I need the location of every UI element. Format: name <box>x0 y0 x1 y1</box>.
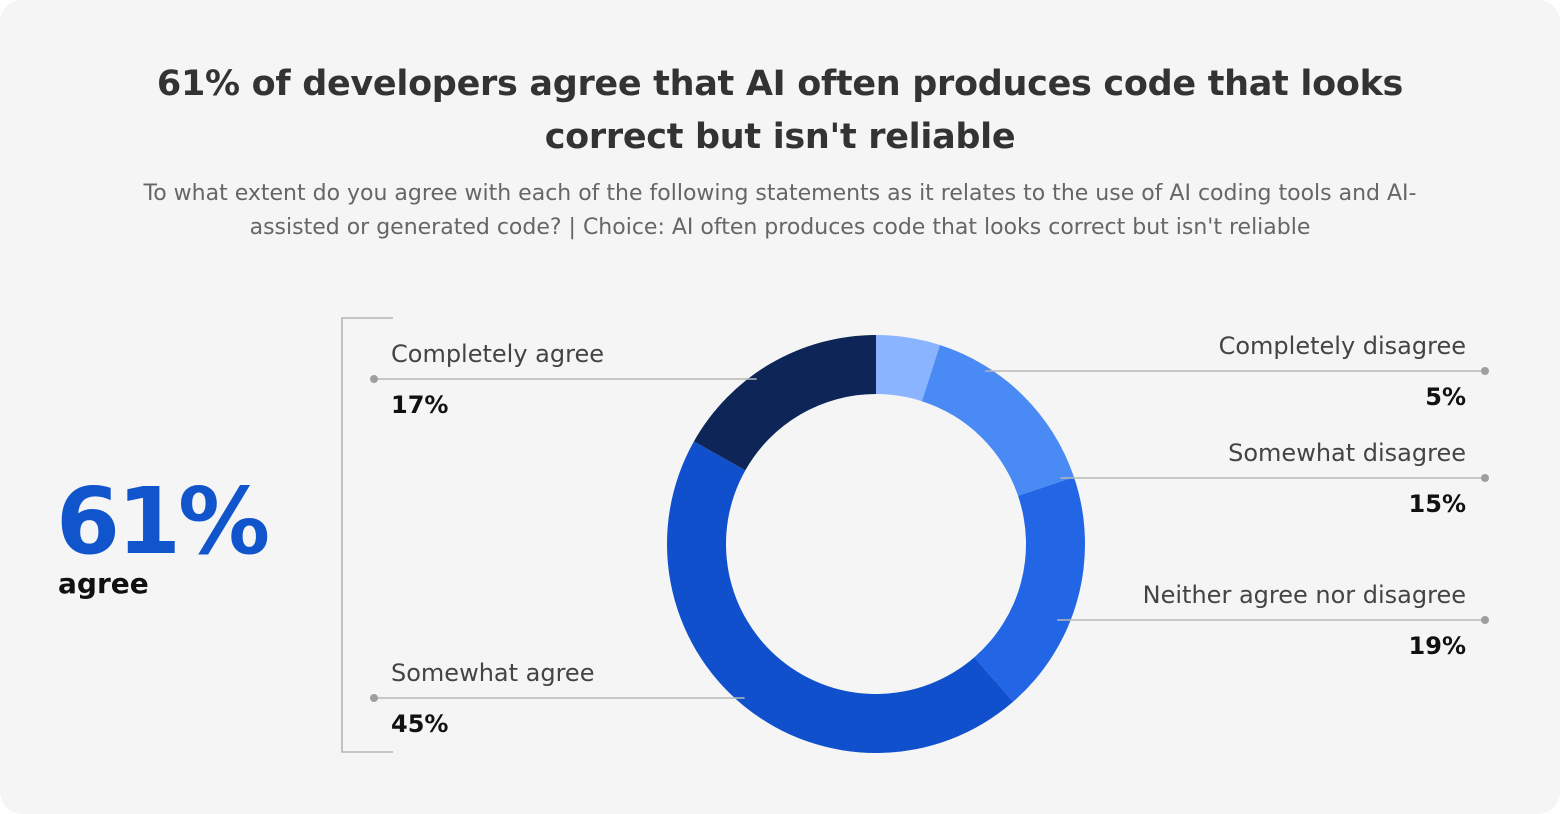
label-somewhat-agree: Somewhat agree <box>391 659 594 687</box>
label-completely-disagree: Completely disagree <box>1219 332 1466 360</box>
slice-neither-agree-nor-disagree <box>974 476 1085 702</box>
slice-somewhat-disagree <box>921 345 1074 496</box>
donut-slices <box>667 335 1085 753</box>
value-neither-agree-nor-disagree: 19% <box>1409 632 1466 660</box>
label-completely-agree: Completely agree <box>391 340 604 368</box>
leader-dot-completely-agree <box>370 375 378 383</box>
leader-lines <box>370 367 1489 702</box>
slice-completely-disagree <box>876 335 940 402</box>
value-somewhat-disagree: 15% <box>1409 490 1466 518</box>
value-completely-agree: 17% <box>391 391 448 419</box>
leader-dot-somewhat-agree <box>370 694 378 702</box>
agree-total-label: agree <box>58 567 149 600</box>
chart-title: 61% of developers agree that AI often pr… <box>156 64 1404 157</box>
slice-labels: Completely disagree 5% Somewhat disagree 15… <box>391 332 1466 738</box>
chart-subtitle: To what extent do you agree with each of… <box>143 181 1417 240</box>
agree-total-value: 61% <box>56 468 270 575</box>
slice-completely-agree <box>693 335 876 471</box>
leader-dot-neither-agree-nor-disagree <box>1481 616 1489 624</box>
value-somewhat-agree: 45% <box>391 710 448 738</box>
value-completely-disagree: 5% <box>1425 383 1466 411</box>
slice-somewhat-agree <box>667 441 1014 753</box>
agree-bracket <box>341 317 393 753</box>
leader-dot-completely-disagree <box>1481 367 1489 375</box>
leader-dot-somewhat-disagree <box>1481 474 1489 482</box>
label-neither-agree-nor-disagree: Neither agree nor disagree <box>1143 581 1466 609</box>
label-somewhat-disagree: Somewhat disagree <box>1228 439 1466 467</box>
